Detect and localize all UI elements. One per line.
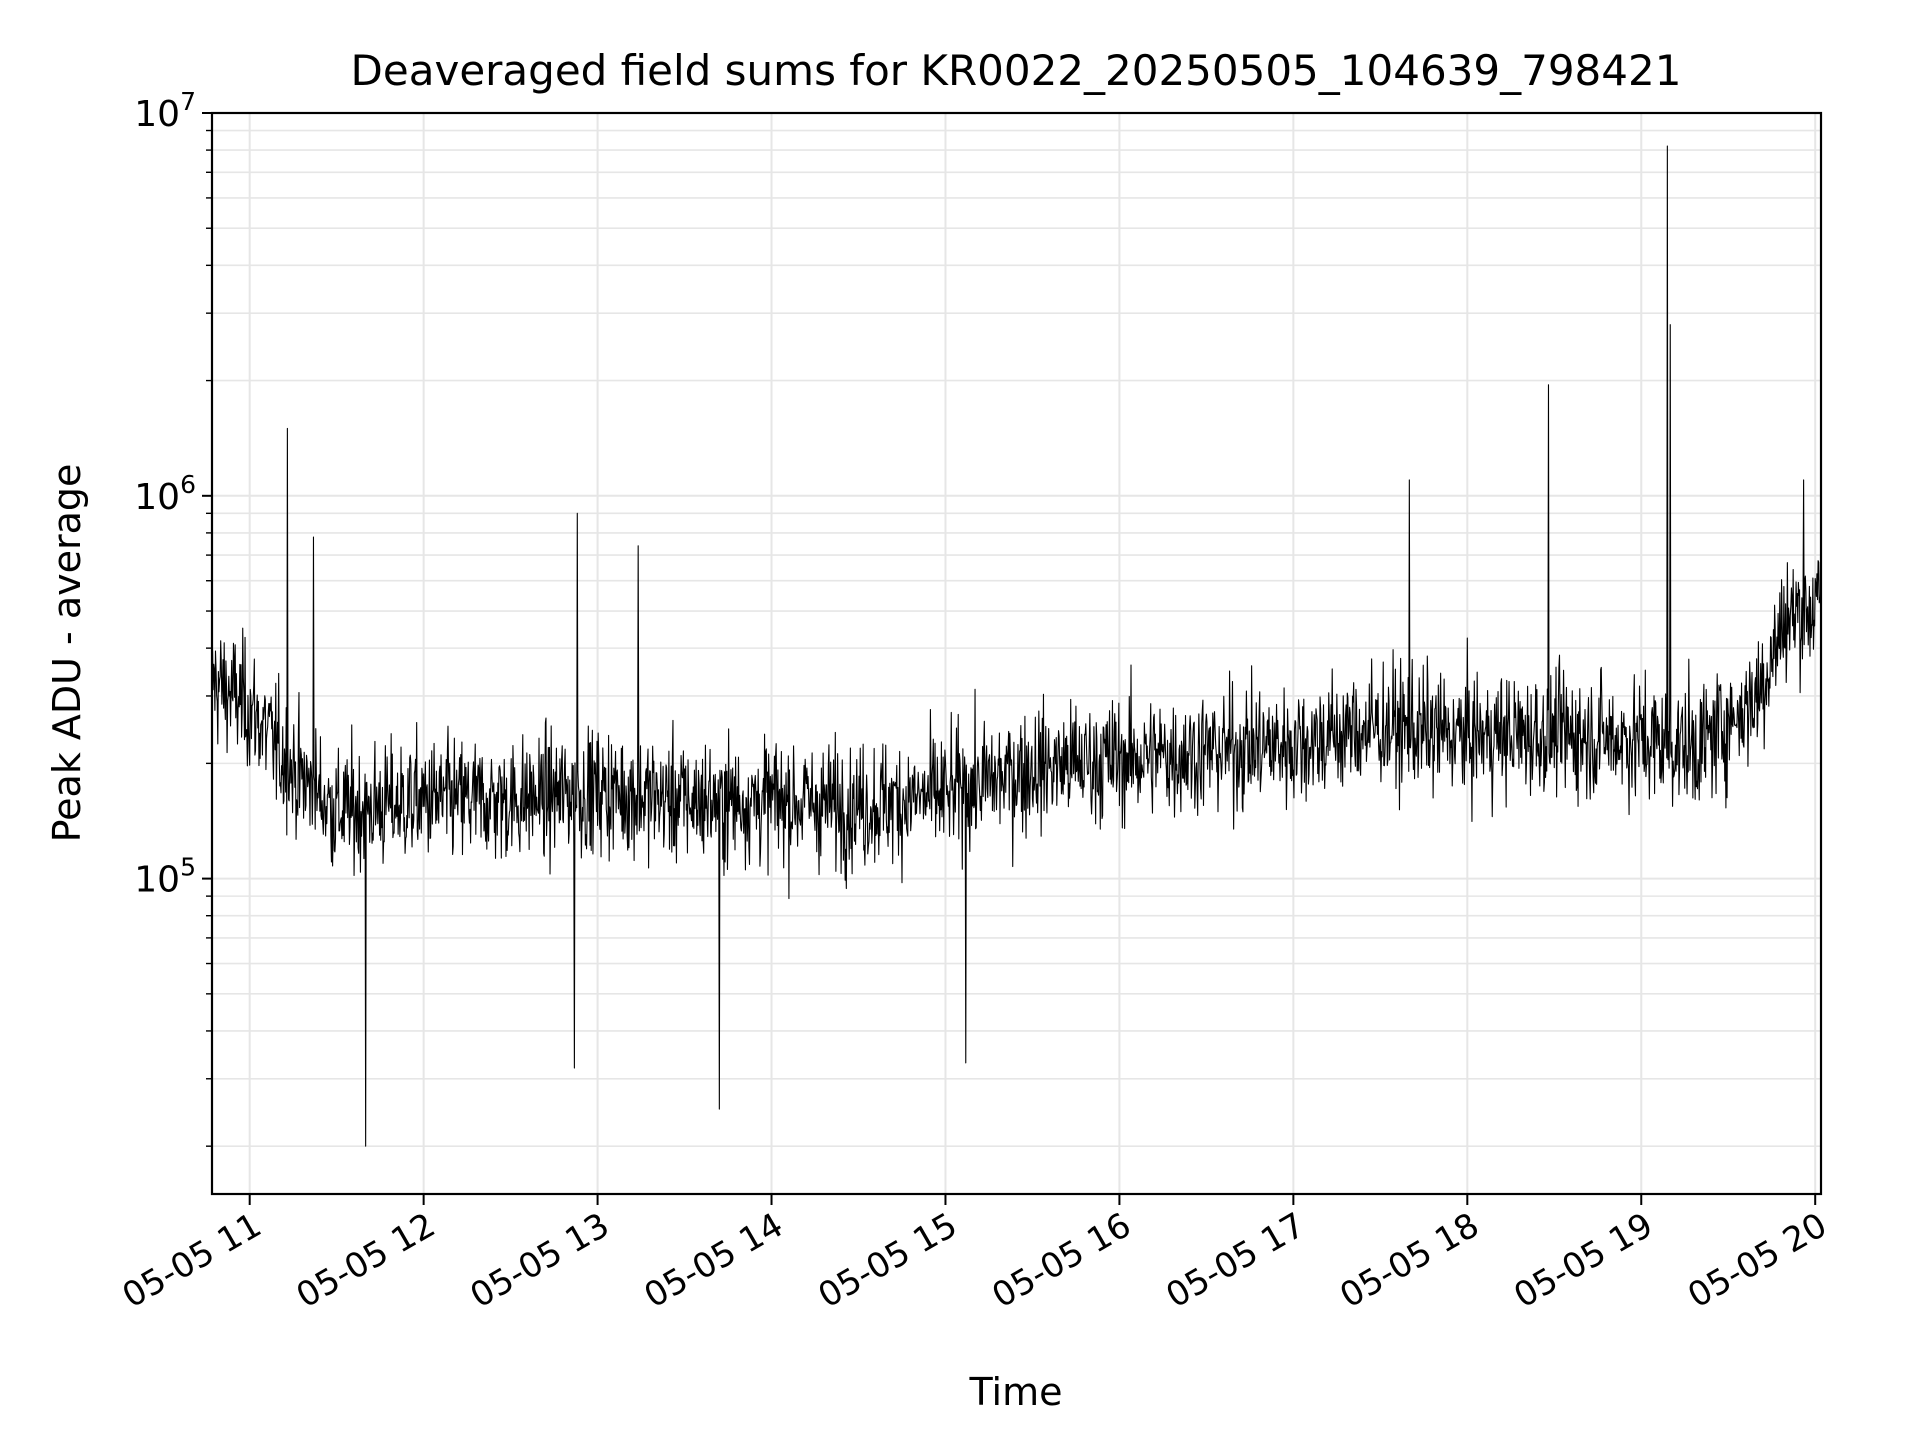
y-tick-label: 107	[134, 87, 196, 135]
x-tick-label: 05-05 20	[1681, 1205, 1833, 1316]
chart-title: Deaveraged field sums for KR0022_2025050…	[351, 46, 1682, 95]
x-tick-label: 05-05 19	[1507, 1205, 1659, 1316]
x-tick-label: 05-05 12	[290, 1205, 442, 1316]
x-tick-label: 05-05 16	[986, 1205, 1138, 1316]
series-line	[212, 145, 1821, 1147]
x-tick-label: 05-05 15	[812, 1205, 964, 1316]
x-tick-label: 05-05 11	[116, 1205, 268, 1316]
x-tick-label: 05-05 14	[638, 1205, 790, 1316]
y-axis-label: Peak ADU - average	[45, 464, 89, 843]
series-layer	[212, 145, 1821, 1147]
grid-layer	[212, 112, 1821, 1194]
y-tick-label: 105	[134, 853, 196, 901]
y-tick-label: 106	[134, 470, 196, 518]
x-tick-label: 05-05 13	[464, 1205, 616, 1316]
x-tick-label: 05-05 17	[1159, 1205, 1311, 1316]
x-axis-label: Time	[969, 1370, 1063, 1414]
x-tick-label: 05-05 18	[1333, 1205, 1485, 1316]
plot-frame	[210, 111, 1823, 1196]
